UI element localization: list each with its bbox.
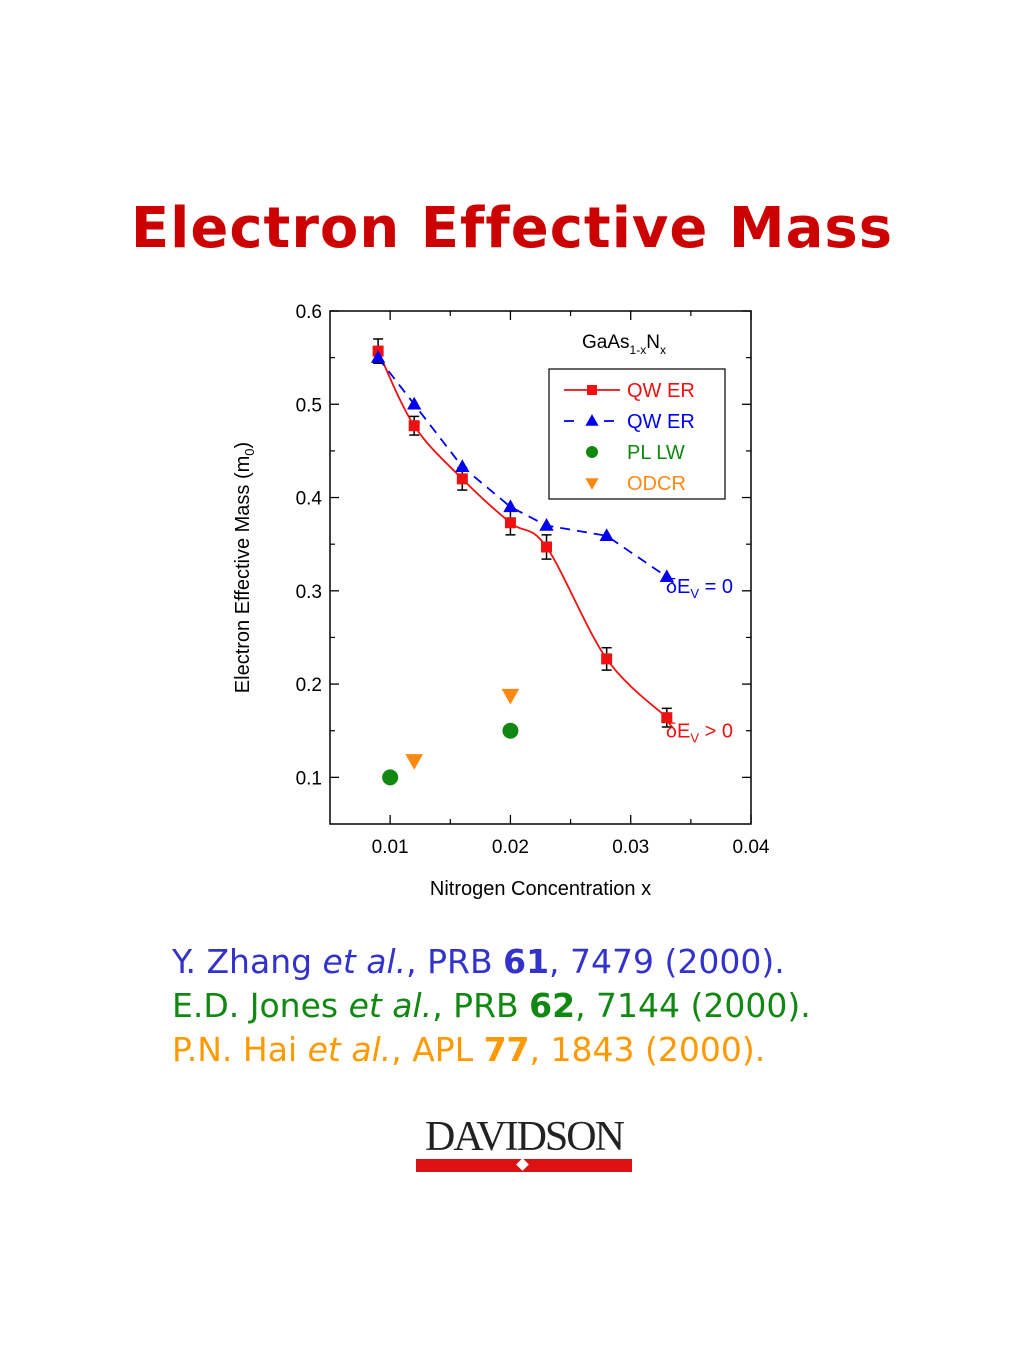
y-tick-label: 0.1 <box>296 768 322 789</box>
legend-marker <box>585 414 599 426</box>
series-1-point <box>455 459 470 472</box>
material-label: GaAs1-xNx <box>582 332 666 357</box>
ref-2-author: E.D. Jones <box>172 986 349 1025</box>
ref-1-rest: , 7479 (2000). <box>549 942 785 981</box>
x-tick-label: 0.04 <box>733 837 770 858</box>
page-title: Electron Effective Mass <box>130 196 894 261</box>
y-axis-label: Electron Effective Mass (m0) <box>232 442 257 693</box>
y-tick-label: 0.5 <box>296 395 322 416</box>
plot-frame <box>329 310 752 825</box>
legend-marker <box>587 385 597 395</box>
ref-1-volume: 61 <box>503 942 550 981</box>
logo-text: DAVIDSON <box>425 1114 625 1160</box>
series-1-point <box>407 396 422 410</box>
ref-3-journal: , APL <box>391 1030 484 1069</box>
effective-mass-chart: 0.01 0.02 0.03 0.04 0.1 0.2 0.3 0.4 0.5 0.6 Nitrog… <box>232 302 770 900</box>
x-axis-label: Nitrogen Concentration x <box>430 878 651 900</box>
ref-2-etal: et al. <box>348 986 433 1025</box>
series-0-point <box>408 420 420 432</box>
series-3-point <box>501 688 520 705</box>
y-tick-label: 0.4 <box>296 489 323 510</box>
ref-3-author: P.N. Hai <box>172 1030 308 1069</box>
series-1-point <box>370 350 386 363</box>
series-0-point <box>456 473 468 485</box>
davidson-logo: DAVIDSON <box>414 1115 634 1177</box>
y-tick-label: 0.3 <box>296 582 322 603</box>
series-1-point <box>503 499 518 513</box>
references: Y. Zhang et al., PRB 61, 7479 (2000). E.… <box>172 940 811 1072</box>
series-3-point <box>405 754 423 770</box>
ref-1-journal: , PRB <box>406 942 504 981</box>
ref-3-rest: , 1843 (2000). <box>529 1030 766 1069</box>
series-1-point <box>539 518 554 531</box>
legend-marker <box>586 446 598 458</box>
series-1-point <box>599 528 614 541</box>
legend-label: PL LW <box>627 442 685 464</box>
ref-3-volume: 77 <box>483 1030 530 1069</box>
series-0-point <box>541 541 553 553</box>
series-2-point <box>502 722 519 739</box>
reference-2: E.D. Jones et al., PRB 62, 7144 (2000). <box>172 984 811 1028</box>
ref-1-author: Y. Zhang <box>172 942 323 981</box>
x-tick-label: 0.02 <box>492 837 529 858</box>
x-tick-label: 0.03 <box>612 837 649 858</box>
series-0-point <box>661 712 673 724</box>
ref-2-rest: , 7144 (2000). <box>575 986 811 1025</box>
reference-1: Y. Zhang et al., PRB 61, 7479 (2000). <box>172 940 811 984</box>
x-tick-label: 0.01 <box>372 837 409 858</box>
ref-1-etal: et al. <box>322 942 407 981</box>
annotation-0: δEV = 0 <box>666 576 733 601</box>
ref-2-journal: , PRB <box>432 986 530 1025</box>
y-tick-label: 0.6 <box>296 302 322 323</box>
legend-label: QW ER <box>627 411 695 433</box>
series-0-point <box>504 517 516 529</box>
legend-marker <box>585 478 599 490</box>
series-1-point <box>659 569 674 583</box>
legend-label: ODCR <box>627 473 686 495</box>
ref-3-etal: et al. <box>307 1030 392 1069</box>
legend-label: QW ER <box>627 380 695 402</box>
reference-3: P.N. Hai et al., APL 77, 1843 (2000). <box>172 1028 811 1072</box>
y-tick-label: 0.2 <box>296 675 322 696</box>
annotation-1: δEV > 0 <box>666 721 733 746</box>
series-0-point <box>601 653 613 665</box>
ref-2-volume: 62 <box>529 986 576 1025</box>
series-2-point <box>382 769 399 786</box>
